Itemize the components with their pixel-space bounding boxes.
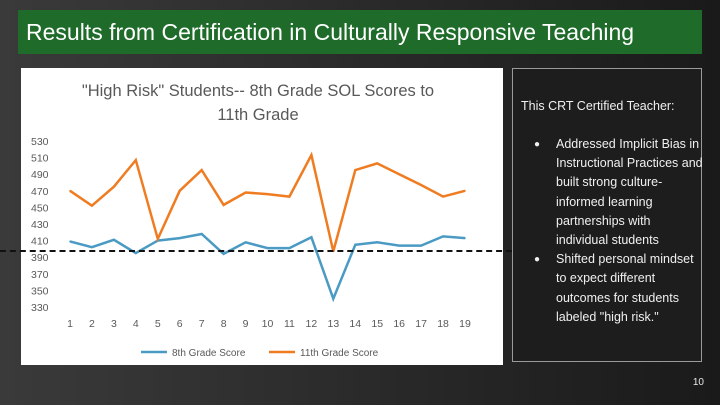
- data-point: [442, 235, 444, 238]
- data-point: [200, 169, 203, 171]
- y-tick-label: 370: [31, 269, 49, 281]
- chart-panel: "High Risk" Students-- 8th Grade SOL Sco…: [21, 68, 503, 365]
- legend-label-11th-grade: 11th Grade Score: [300, 348, 379, 359]
- y-tick-label: 350: [31, 285, 49, 297]
- data-point: [310, 154, 313, 156]
- x-tick-label: 3: [111, 318, 117, 330]
- series-line-11th-grade: [69, 151, 466, 252]
- y-tick-label: 510: [31, 153, 49, 165]
- info-bullet-item: ● Shifted personal mindset to expect dif…: [513, 250, 703, 327]
- bullet-icon: ●: [534, 254, 541, 266]
- info-bullet-list: ● Addressed Implicit Bias in Instruction…: [513, 135, 703, 327]
- x-tick-label: 1: [67, 318, 73, 330]
- y-tick-label: 530: [31, 136, 49, 148]
- series-line-8th-grade: [69, 232, 466, 303]
- chart-title-line-1: "High Risk" Students-- 8th Grade SOL Sco…: [82, 82, 434, 100]
- info-bullet-text: Addressed Implicit Bias in Instructional…: [556, 137, 703, 248]
- reference-dashed-line: [0, 250, 512, 252]
- data-point: [156, 238, 159, 240]
- x-tick-label: 4: [133, 318, 139, 330]
- data-point: [135, 159, 137, 161]
- data-point: [288, 247, 291, 249]
- y-tick-label: 390: [31, 252, 49, 264]
- x-tick-label: 17: [415, 318, 427, 330]
- x-tick-label: 8: [221, 318, 227, 330]
- info-panel: This CRT Certified Teacher: ● Addressed …: [512, 68, 703, 362]
- x-tick-label: 6: [177, 318, 183, 330]
- x-tick-label: 16: [393, 318, 405, 330]
- y-tick-label: 450: [31, 202, 49, 214]
- data-point: [113, 185, 115, 188]
- x-tick-label: 11: [284, 318, 295, 330]
- data-point: [69, 240, 71, 243]
- x-tick-label: 10: [262, 318, 274, 330]
- chart-legend: 8th Grade Score 11th Grade Score: [141, 348, 379, 359]
- x-tick-label: 15: [371, 318, 383, 330]
- x-tick-label: 2: [89, 318, 95, 330]
- data-point: [244, 191, 247, 194]
- info-heading: This CRT Certified Teacher:: [521, 99, 675, 113]
- data-point: [222, 253, 225, 255]
- data-point: [266, 247, 269, 249]
- data-point: [91, 204, 93, 207]
- data-point: [91, 246, 93, 249]
- data-point: [310, 236, 313, 239]
- data-point: [354, 243, 357, 246]
- series-lines: [69, 151, 466, 303]
- info-bullet-text: Shifted personal mindset to expect diffe…: [556, 252, 694, 324]
- data-point: [222, 204, 225, 206]
- line-chart: "High Risk" Students-- 8th Grade SOL Sco…: [31, 82, 471, 359]
- data-point: [135, 252, 137, 254]
- data-point: [420, 244, 422, 247]
- data-point: [398, 173, 400, 175]
- y-tick-label: 430: [31, 219, 49, 231]
- x-tick-label: 9: [243, 318, 249, 330]
- x-tick-label: 7: [199, 318, 205, 330]
- data-point: [376, 162, 379, 165]
- data-point: [442, 195, 444, 198]
- x-tick-label: 5: [155, 318, 161, 330]
- x-tick-label: 19: [459, 318, 471, 330]
- y-axis-ticks: 330 350 370 390 410 430 450 470 490 510 530: [31, 136, 49, 314]
- data-point: [398, 244, 400, 247]
- x-tick-label: 12: [306, 318, 318, 330]
- data-point: [376, 241, 379, 244]
- y-tick-label: 490: [31, 169, 49, 181]
- info-bullet-item: ● Addressed Implicit Bias in Instruction…: [513, 135, 703, 250]
- x-axis-ticks: 1 2 3 4 5 6 7 8 9 10 11 12 13 14 15 16 17 18 19: [67, 318, 471, 330]
- data-point: [178, 190, 181, 192]
- slide-title: Results from Certification in Culturally…: [18, 10, 702, 54]
- data-point: [178, 237, 181, 239]
- data-point: [332, 297, 335, 300]
- legend-label-8th-grade: 8th Grade Score: [172, 348, 246, 359]
- data-point: [464, 237, 466, 239]
- data-point: [244, 241, 247, 244]
- data-point: [464, 190, 466, 192]
- bullet-icon: ●: [534, 139, 541, 150]
- data-point: [113, 238, 115, 241]
- data-point: [200, 233, 203, 235]
- x-tick-label: 18: [437, 318, 449, 330]
- x-tick-label: 13: [327, 318, 339, 330]
- y-tick-label: 330: [31, 302, 49, 314]
- y-tick-label: 470: [31, 186, 49, 198]
- data-point: [69, 190, 71, 192]
- page-number: 10: [692, 377, 704, 388]
- data-point: [266, 193, 269, 195]
- x-tick-label: 14: [349, 318, 361, 330]
- data-point: [420, 184, 422, 186]
- data-point: [288, 195, 291, 198]
- chart-title-line-2: 11th Grade: [217, 106, 298, 124]
- data-point: [354, 169, 357, 171]
- y-tick-label: 410: [31, 236, 49, 248]
